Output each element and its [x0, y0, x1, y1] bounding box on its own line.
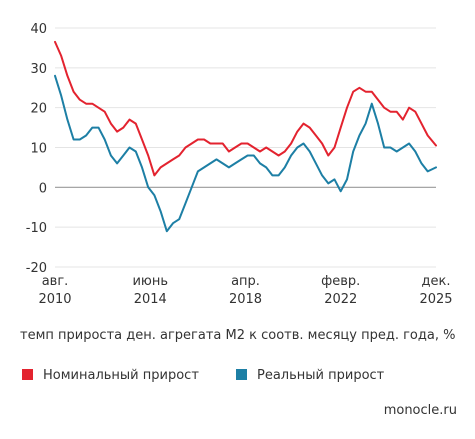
y-tick-label: 0	[39, 181, 47, 196]
chart-series	[54, 40, 437, 233]
series-line-real	[54, 74, 437, 233]
x-tick-label-month: дек.	[422, 274, 451, 289]
y-tick-label: -10	[26, 221, 47, 236]
x-tick-label-month: июнь	[132, 274, 168, 289]
line-chart: -20 -10 0 10 20 30 40 авг. 2010 июнь 2014 апр. 2018…	[26, 22, 453, 307]
x-tick-label-month: апр.	[231, 274, 260, 289]
y-tick-label: -20	[26, 261, 47, 276]
x-tick-label-year: 2018	[229, 292, 262, 307]
legend-item-real: Реальный прирост	[236, 368, 384, 383]
legend-label-real: Реальный прирост	[257, 368, 385, 383]
x-axis: авг. 2010 июнь 2014 апр. 2018 февр. 2022 дек. 202…	[38, 274, 452, 307]
source-credit: monocle.ru	[383, 403, 457, 418]
y-tick-label: 30	[30, 62, 47, 77]
y-axis: -20 -10 0 10 20 30 40	[26, 22, 47, 276]
legend-label-nominal: Номинальный прирост	[43, 368, 199, 383]
chart-grid	[55, 27, 436, 268]
series-line-nominal	[54, 40, 437, 177]
y-tick-label: 20	[30, 102, 47, 117]
legend-swatch-real	[236, 369, 247, 380]
x-tick-label-month: февр.	[321, 274, 360, 289]
chart-caption: темп прироста ден. агрегата М2 к соотв. …	[20, 328, 456, 343]
x-tick-label-year: 2014	[134, 292, 167, 307]
x-tick-label-month: авг.	[42, 274, 69, 289]
y-tick-label: 10	[30, 142, 47, 157]
x-tick-label-year: 2025	[419, 292, 452, 307]
legend-swatch-nominal	[22, 369, 33, 380]
x-tick-label-year: 2010	[38, 292, 71, 307]
x-tick-label-year: 2022	[324, 292, 357, 307]
y-tick-label: 40	[30, 22, 47, 37]
legend-item-nominal: Номинальный прирост	[22, 368, 199, 383]
